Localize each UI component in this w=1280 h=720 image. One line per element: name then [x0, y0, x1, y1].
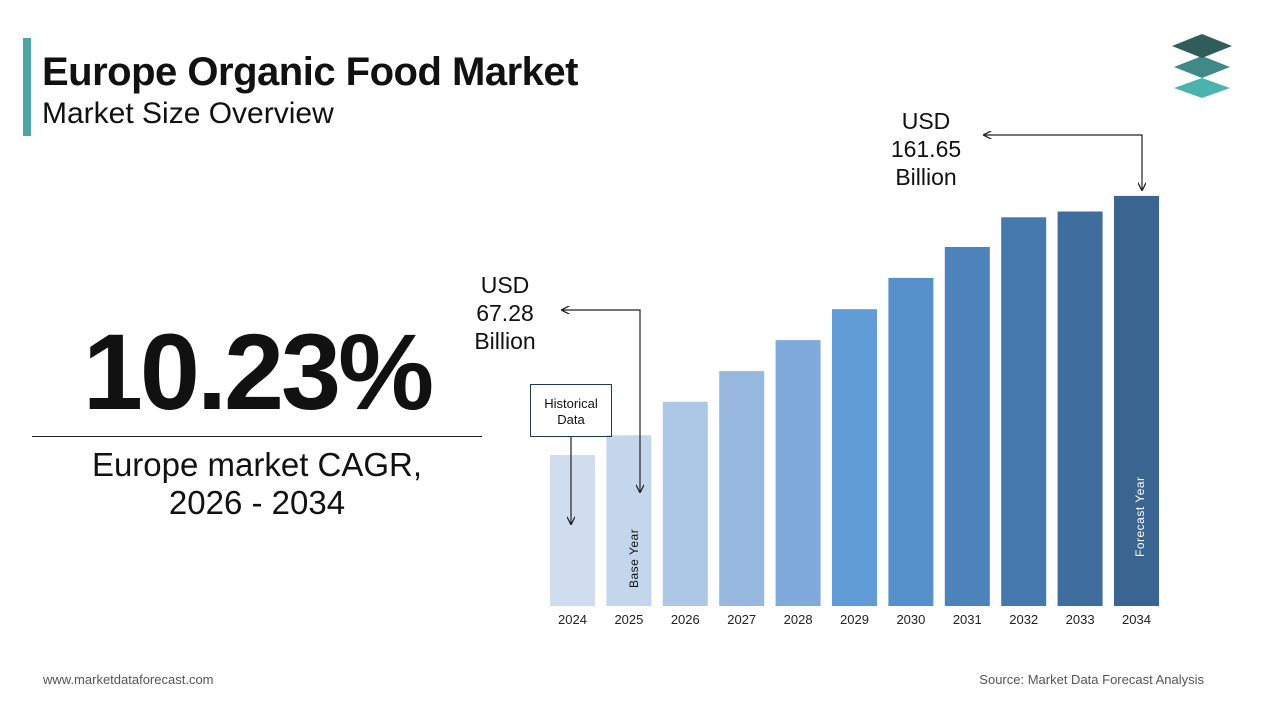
historical-data-box: Historical Data [530, 384, 612, 437]
x-tick-label-2025: 2025 [614, 612, 643, 627]
page-subtitle: Market Size Overview [42, 97, 334, 130]
x-tick-label-2030: 2030 [896, 612, 925, 627]
bar-2031 [944, 247, 990, 606]
start-value-callout: USD 67.28 Billion [455, 271, 555, 355]
bar-2026 [662, 401, 708, 606]
bar-2032 [1001, 217, 1047, 607]
historical-data-line1: Historical [544, 396, 598, 411]
bar-2033 [1057, 211, 1103, 606]
title-accent-bar [23, 38, 31, 136]
x-tick-label-2027: 2027 [727, 612, 756, 627]
forecast-year-label: Forecast Year [1133, 476, 1147, 557]
start-value-arrow [562, 310, 640, 492]
x-tick-label-2034: 2034 [1122, 612, 1151, 627]
end-value-arrow [984, 135, 1142, 190]
x-tick-label-2028: 2028 [784, 612, 813, 627]
x-tick-label-2033: 2033 [1066, 612, 1095, 627]
cagr-label-line2: 2026 - 2034 [168, 484, 346, 521]
end-value-unit: Billion [895, 164, 957, 190]
footer-website: www.marketdataforecast.com [43, 672, 214, 687]
x-tick-label-2029: 2029 [840, 612, 869, 627]
cagr-label: Europe market CAGR, 2026 - 2034 [32, 446, 482, 522]
bar-2027 [719, 371, 765, 606]
start-value-unit: Billion [474, 328, 536, 354]
end-value-currency: USD [901, 108, 951, 134]
logo-icon [1172, 34, 1232, 98]
x-tick-label-2024: 2024 [558, 612, 587, 627]
x-tick-label-2026: 2026 [671, 612, 700, 627]
cagr-divider [32, 436, 482, 437]
page-title: Europe Organic Food Market [42, 50, 578, 94]
start-value-amount: 67.28 [476, 300, 534, 326]
base-year-label: Base Year [627, 529, 641, 588]
cagr-value: 10.23% [82, 311, 434, 432]
x-tick-label-2032: 2032 [1009, 612, 1038, 627]
start-value-currency: USD [480, 272, 530, 298]
bar-2028 [775, 340, 821, 606]
cagr-label-line1: Europe market CAGR, [91, 446, 423, 483]
bar-2034 [1114, 195, 1159, 606]
footer-source: Source: Market Data Forecast Analysis [979, 672, 1204, 687]
end-value-amount: 161.65 [890, 136, 962, 162]
end-value-callout: USD 161.65 Billion [871, 107, 981, 191]
bar-2029 [832, 309, 877, 606]
x-tick-label-2031: 2031 [953, 612, 982, 627]
historical-data-line2: Data [557, 412, 585, 427]
bar-2030 [888, 277, 934, 606]
bar-2024 [550, 455, 595, 606]
